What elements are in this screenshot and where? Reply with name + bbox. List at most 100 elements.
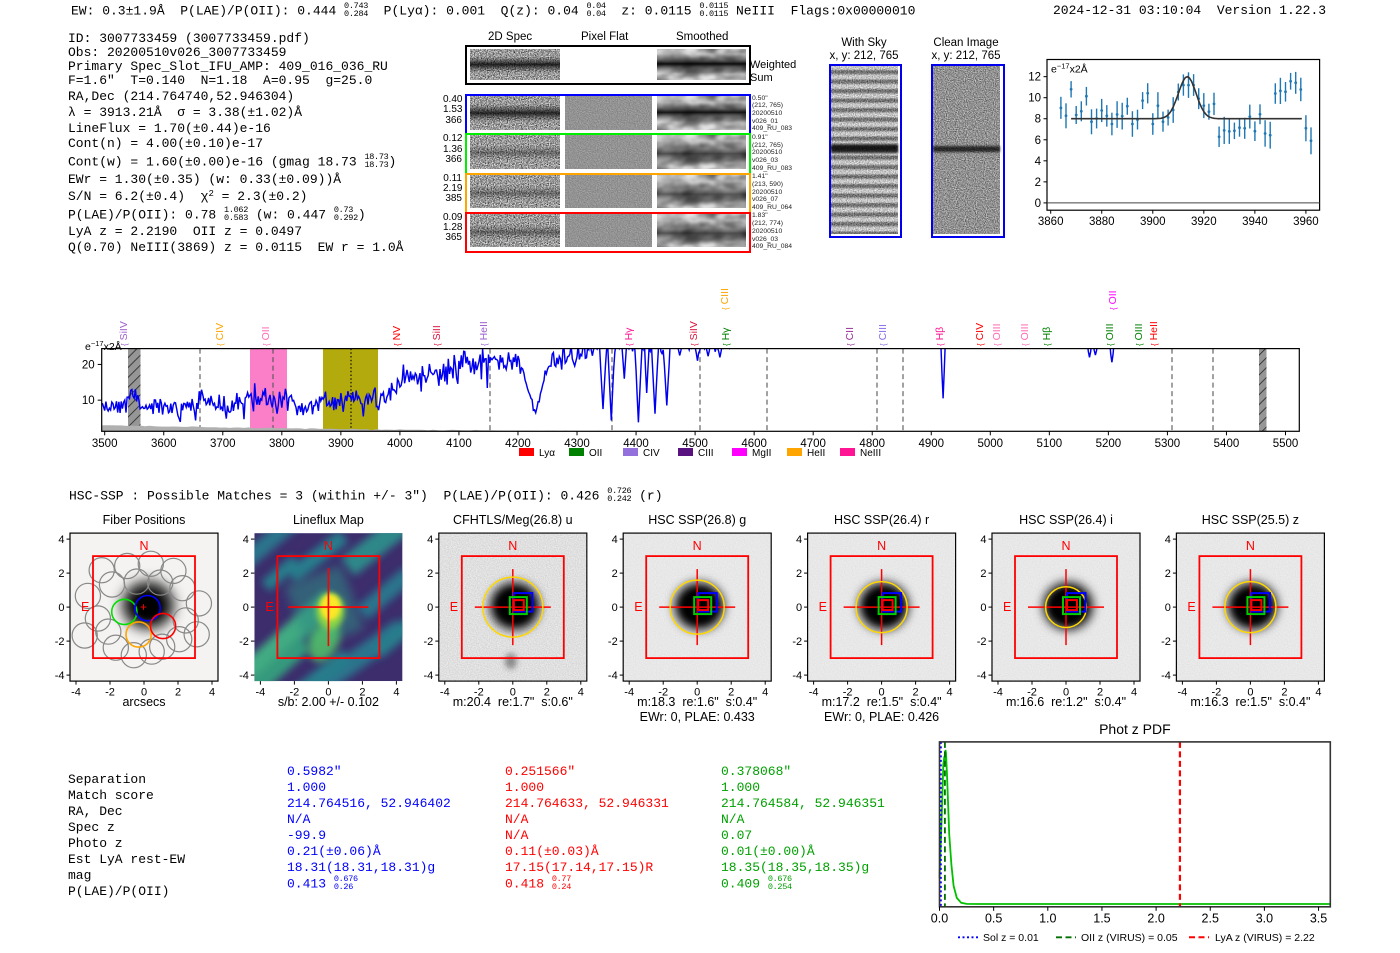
svg-text:0: 0 <box>796 602 802 614</box>
svg-text:N: N <box>877 539 886 553</box>
svg-text:20: 20 <box>82 359 95 371</box>
svg-text:3900: 3900 <box>1140 216 1166 228</box>
svg-text:-2: -2 <box>105 687 115 699</box>
svg-text:-4: -4 <box>792 670 802 682</box>
svg-text:E: E <box>819 600 827 614</box>
svg-text:-2: -2 <box>608 636 618 648</box>
svg-text:-2: -2 <box>1027 687 1037 699</box>
svg-text:0: 0 <box>980 602 986 614</box>
svg-text:3900: 3900 <box>328 438 354 450</box>
svg-text:MgII: MgII <box>752 448 771 459</box>
svg-text:{ OII: { OII <box>260 326 272 346</box>
svg-text:4300: 4300 <box>564 438 590 450</box>
svg-text:4: 4 <box>578 687 584 699</box>
svg-text:6: 6 <box>1035 135 1041 147</box>
svg-text:0: 0 <box>1035 198 1041 210</box>
svg-text:-4: -4 <box>608 670 618 682</box>
svg-text:E: E <box>634 600 642 614</box>
svg-text:3.5: 3.5 <box>1310 911 1327 925</box>
svg-text:0.0: 0.0 <box>931 911 948 925</box>
svg-text:+: + <box>140 600 147 614</box>
svg-text:3920: 3920 <box>1191 216 1217 228</box>
svg-text:2: 2 <box>359 687 365 699</box>
svg-text:2: 2 <box>1165 568 1171 580</box>
svg-text:-2: -2 <box>424 636 434 648</box>
svg-text:E: E <box>450 600 458 614</box>
svg-text:12: 12 <box>1028 72 1041 84</box>
svg-text:3940: 3940 <box>1242 216 1268 228</box>
svg-text:0: 0 <box>243 602 249 614</box>
svg-text:0: 0 <box>325 687 331 699</box>
svg-text:{ Hβ: { Hβ <box>934 327 946 346</box>
svg-text:2: 2 <box>796 568 802 580</box>
svg-text:5200: 5200 <box>1096 438 1122 450</box>
svg-text:-2: -2 <box>239 636 249 648</box>
svg-text:2: 2 <box>1035 177 1041 189</box>
svg-text:0: 0 <box>510 687 516 699</box>
svg-text:4: 4 <box>393 687 399 699</box>
svg-text:LyA z (VIRUS) = 2.22: LyA z (VIRUS) = 2.22 <box>1215 932 1315 944</box>
svg-text:0: 0 <box>612 602 618 614</box>
svg-text:-4: -4 <box>624 687 634 699</box>
svg-text:-2: -2 <box>474 687 484 699</box>
svg-text:{ CIV: { CIV <box>214 323 226 346</box>
svg-text:3600: 3600 <box>151 438 177 450</box>
svg-text:N: N <box>324 539 333 553</box>
svg-text:4900: 4900 <box>918 438 944 450</box>
svg-text:{ OII: { OII <box>1107 290 1119 310</box>
svg-text:-4: -4 <box>239 670 249 682</box>
svg-text:0.5: 0.5 <box>985 911 1002 925</box>
svg-text:{ SiII: { SiII <box>431 325 443 346</box>
svg-text:{ SiIV: { SiIV <box>118 321 130 346</box>
svg-text:2: 2 <box>243 568 249 580</box>
svg-text:1.0: 1.0 <box>1039 911 1056 925</box>
svg-text:-2: -2 <box>658 687 668 699</box>
svg-text:0: 0 <box>1165 602 1171 614</box>
svg-text:8: 8 <box>1035 114 1041 126</box>
svg-text:4: 4 <box>1131 687 1137 699</box>
svg-text:2: 2 <box>1097 687 1103 699</box>
svg-text:3500: 3500 <box>92 438 118 450</box>
svg-text:{ CIV: { CIV <box>974 323 986 346</box>
svg-text:e−17x2Å: e−17x2Å <box>1051 62 1088 76</box>
svg-text:1.5: 1.5 <box>1093 911 1110 925</box>
svg-text:2: 2 <box>728 687 734 699</box>
svg-text:4700: 4700 <box>800 438 826 450</box>
svg-text:5000: 5000 <box>978 438 1004 450</box>
svg-text:4: 4 <box>947 687 953 699</box>
svg-text:{ OIII: { OIII <box>1019 323 1031 346</box>
svg-text:2: 2 <box>175 687 181 699</box>
svg-text:OII z (VIRUS) = 0.05: OII z (VIRUS) = 0.05 <box>1081 932 1178 944</box>
svg-text:E: E <box>1187 600 1195 614</box>
svg-text:2: 2 <box>544 687 550 699</box>
svg-text:3960: 3960 <box>1293 216 1319 228</box>
svg-text:4500: 4500 <box>682 438 708 450</box>
svg-text:N: N <box>693 539 702 553</box>
svg-text:{ OIII: { OIII <box>1104 323 1116 346</box>
svg-text:4200: 4200 <box>505 438 531 450</box>
svg-text:0: 0 <box>427 602 433 614</box>
svg-text:4: 4 <box>1035 156 1042 168</box>
svg-text:E: E <box>81 600 89 614</box>
svg-text:-4: -4 <box>256 687 266 699</box>
svg-text:{ CIII: { CIII <box>877 324 889 346</box>
svg-text:2: 2 <box>58 568 64 580</box>
svg-text:2.5: 2.5 <box>1202 911 1219 925</box>
svg-text:0: 0 <box>694 687 700 699</box>
svg-text:-2: -2 <box>977 636 987 648</box>
svg-text:{ CII: { CII <box>844 327 856 346</box>
svg-text:4: 4 <box>612 534 618 546</box>
svg-text:-4: -4 <box>977 670 987 682</box>
svg-text:-4: -4 <box>424 670 434 682</box>
svg-text:4000: 4000 <box>387 438 413 450</box>
svg-text:-2: -2 <box>792 636 802 648</box>
svg-text:4: 4 <box>209 687 215 699</box>
svg-text:0: 0 <box>1063 687 1069 699</box>
svg-text:-2: -2 <box>55 636 65 648</box>
svg-text:-4: -4 <box>993 687 1003 699</box>
svg-text:2: 2 <box>1281 687 1287 699</box>
svg-text:{ OIII: { OIII <box>1133 323 1145 346</box>
svg-text:4: 4 <box>980 534 986 546</box>
svg-text:4: 4 <box>427 534 433 546</box>
svg-text:-4: -4 <box>1161 670 1171 682</box>
